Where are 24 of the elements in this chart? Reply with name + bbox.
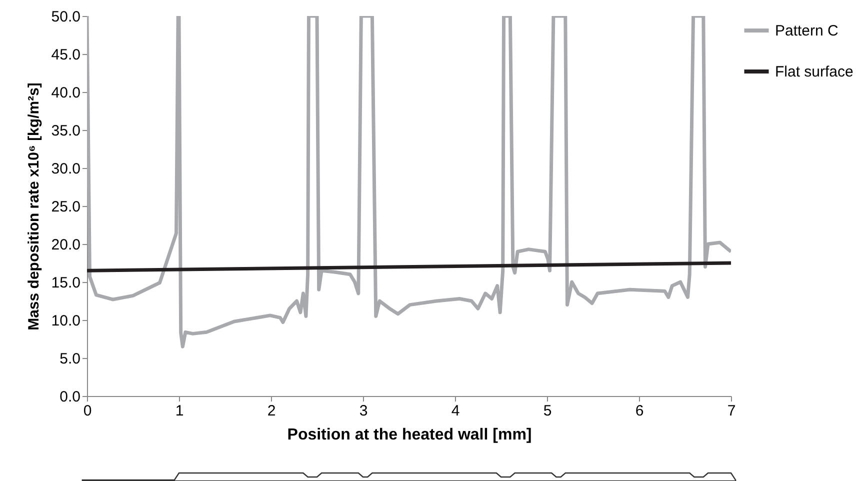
x-tick-label: 2 [267,402,276,420]
legend-label: Flat surface [775,64,854,80]
x-tick-label: 0 [83,402,92,420]
y-tick-label: 50.0 [51,8,80,26]
y-tick-label: 45.0 [51,46,80,64]
y-tick-label: 40.0 [51,84,80,102]
y-tick-label: 30.0 [51,160,80,178]
y-tick-label: 0.0 [60,388,80,406]
y-tick-label: 35.0 [51,122,80,140]
x-tick-label: 7 [727,402,736,420]
y-tick-label: 20.0 [51,236,80,254]
x-tick-label: 1 [175,402,184,420]
y-tick-label: 15.0 [51,274,80,292]
legend-label: Pattern C [775,22,839,40]
x-tick-label: 4 [451,402,460,420]
x-axis-title: Position at the heated wall [mm] [287,426,532,444]
y-tick-label: 25.0 [51,198,80,216]
x-tick-label: 6 [635,402,644,420]
x-tick-label: 5 [543,402,552,420]
y-tick-label: 5.0 [60,350,80,368]
x-tick-label: 3 [359,402,368,420]
y-tick-label: 10.0 [51,312,80,330]
y-axis-title: Mass deposition rate x10⁶ [kg/m²s] [25,82,42,330]
line-series [87,16,731,348]
